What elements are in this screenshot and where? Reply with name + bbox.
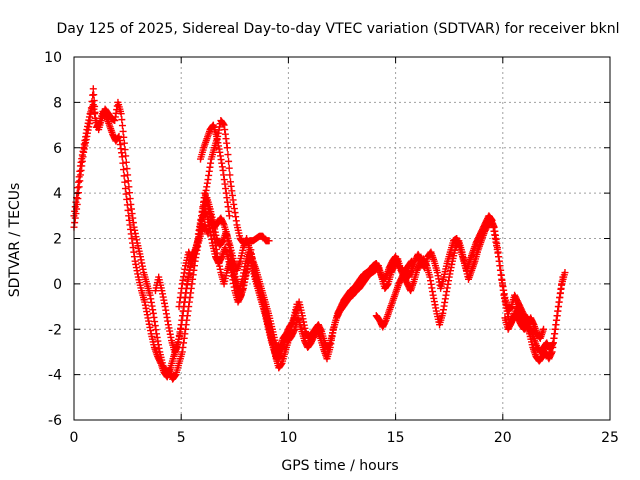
y-tick-label: 8: [53, 95, 62, 111]
y-tick-label: 10: [44, 50, 62, 66]
data-point: [293, 300, 301, 308]
data-point: [126, 195, 134, 203]
x-tick-label: 10: [279, 430, 297, 446]
data-point: [90, 97, 98, 105]
data-point: [119, 159, 127, 167]
data-point: [223, 144, 231, 152]
data-point: [123, 165, 131, 173]
data-point: [126, 189, 134, 197]
x-tick-label: 25: [601, 430, 619, 446]
data-point: [120, 166, 128, 174]
data-point: [224, 151, 232, 159]
y-tick-label: 4: [53, 186, 62, 202]
x-tick-label: 20: [494, 430, 512, 446]
data-point: [118, 116, 126, 124]
data-series: [70, 85, 569, 383]
series-track-8: [501, 309, 548, 342]
data-point: [124, 171, 132, 179]
data-point: [225, 157, 233, 165]
data-point: [225, 212, 233, 220]
chart-title: Day 125 of 2025, Sidereal Day-to-day VTE…: [57, 21, 620, 37]
data-point: [540, 325, 548, 333]
data-point: [89, 85, 97, 93]
y-tick-label: -4: [48, 368, 62, 384]
data-point: [226, 171, 234, 179]
data-point: [265, 237, 273, 245]
x-tick-label: 0: [70, 430, 79, 446]
y-tick-label: -2: [48, 322, 62, 338]
x-axis-label: GPS time / hours: [281, 458, 398, 474]
y-tick-label: 6: [53, 141, 62, 157]
data-point: [120, 172, 128, 180]
data-point: [120, 139, 128, 147]
data-point: [561, 269, 569, 277]
x-tick-label: 15: [387, 430, 405, 446]
data-point: [90, 91, 98, 99]
data-point: [118, 153, 126, 161]
data-point: [117, 110, 125, 118]
data-point: [122, 152, 130, 160]
y-axis-label: SDTVAR / TECUs: [7, 183, 23, 298]
axis-ticks: 0 5 10 15 20 25 -6 -4 -2 0 2 4 6 8 10: [44, 50, 619, 446]
x-tick-label: 5: [177, 430, 186, 446]
data-point: [118, 122, 126, 130]
data-point: [124, 177, 132, 185]
y-tick-label: -6: [48, 413, 62, 429]
data-point: [275, 348, 283, 356]
y-tick-label: 0: [53, 277, 62, 293]
data-point: [122, 158, 130, 166]
series-track-6: [196, 121, 233, 220]
y-tick-label: 2: [53, 232, 62, 248]
data-point: [121, 146, 129, 154]
data-point: [408, 257, 416, 265]
grid-lines: [74, 57, 610, 420]
data-point: [121, 178, 129, 186]
data-point: [119, 127, 127, 135]
data-point: [225, 164, 233, 172]
series-track-5: [194, 117, 273, 247]
data-point: [559, 273, 567, 281]
series-track-7: [372, 257, 416, 331]
